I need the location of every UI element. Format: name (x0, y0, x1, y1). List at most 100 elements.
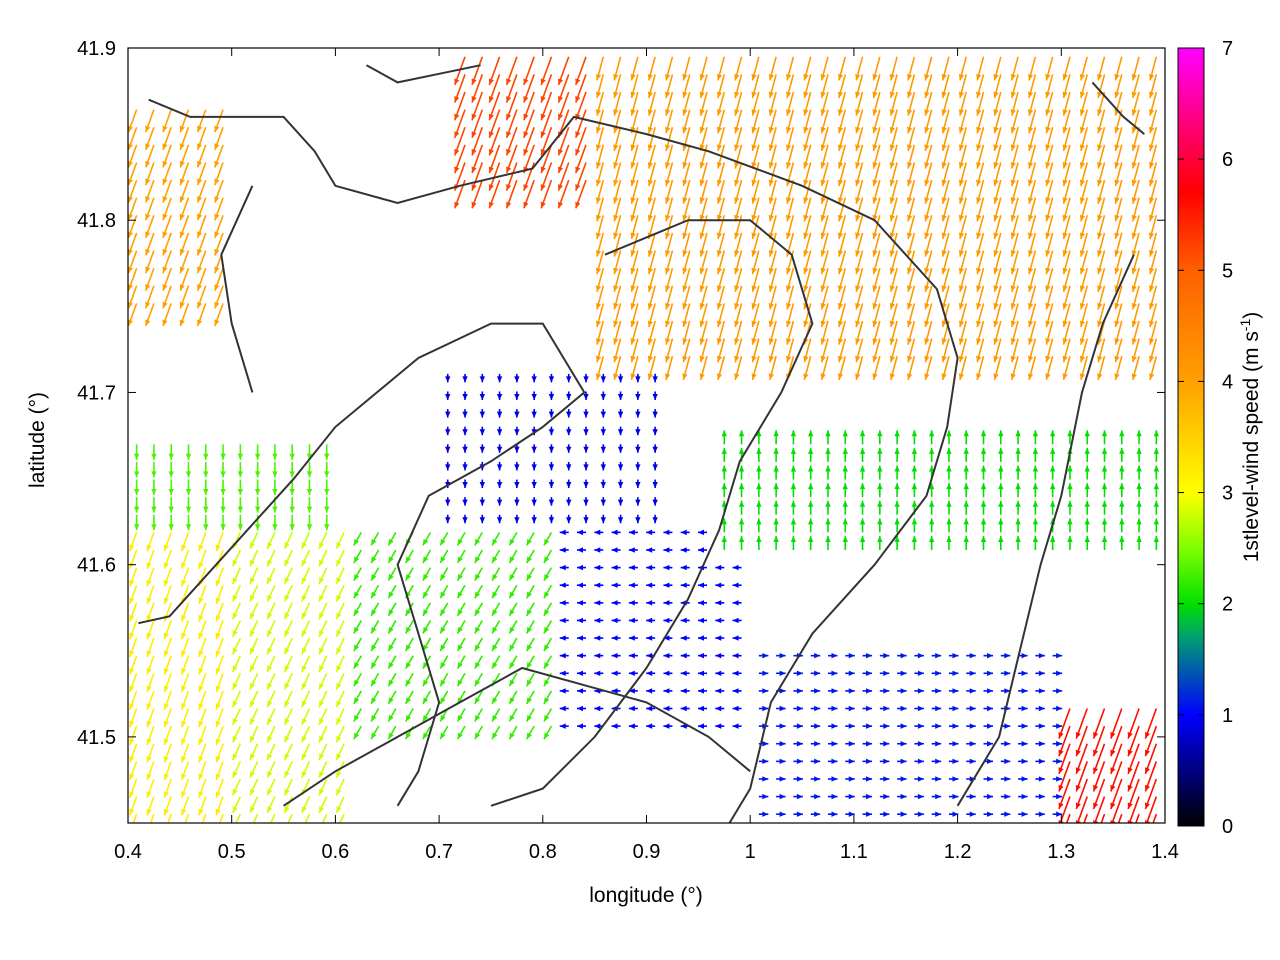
wind-vector (635, 444, 641, 453)
wind-vector (1127, 725, 1140, 757)
wind-vector (289, 461, 295, 478)
wind-vector (454, 56, 466, 86)
wind-vector (318, 602, 328, 620)
wind-vector (734, 144, 743, 169)
wind-vector (301, 567, 311, 585)
wind-vector (514, 514, 520, 524)
wind-vector (167, 813, 172, 823)
wind-vector (1062, 56, 1071, 81)
wind-vector (613, 215, 622, 240)
wind-vector (1010, 303, 1019, 328)
wind-vector (146, 602, 155, 622)
wind-vector (496, 514, 503, 524)
wind-vector (1032, 500, 1039, 515)
wind-vector (941, 250, 950, 275)
wind-vector (680, 635, 690, 641)
wind-vector (1035, 811, 1045, 817)
wind-vector (198, 690, 207, 710)
wind-vector (924, 74, 933, 99)
wind-vector (906, 267, 916, 293)
wind-vector (872, 144, 881, 169)
wind-vector (557, 74, 570, 103)
wind-vector (1097, 109, 1106, 134)
wind-vector (422, 531, 432, 546)
wind-vector (855, 303, 864, 328)
wind-vector (439, 567, 449, 581)
wind-vector (1062, 74, 1071, 99)
wind-vector (758, 652, 769, 659)
wind-vector (697, 547, 707, 553)
wind-vector (595, 91, 605, 116)
wind-vector (583, 461, 589, 471)
wind-vector (825, 430, 831, 445)
wind-vector (324, 461, 330, 478)
wind-vector (215, 620, 224, 640)
wind-vector (647, 144, 656, 169)
wind-vector (827, 811, 838, 817)
wind-vector (663, 652, 673, 659)
wind-vector (540, 91, 553, 121)
wind-vector (1027, 215, 1037, 240)
wind-vector (682, 356, 691, 381)
wind-vector (768, 356, 777, 381)
wind-vector (514, 409, 520, 418)
wind-vector (924, 56, 933, 81)
wind-vector (179, 232, 190, 256)
wind-vector (559, 670, 569, 676)
wind-vector (827, 793, 838, 800)
wind-vector (820, 215, 829, 240)
wind-vector (842, 500, 848, 515)
wind-vector (837, 338, 847, 363)
x-tick-label: 1.4 (1151, 841, 1179, 863)
wind-vector (1148, 267, 1158, 293)
wind-vector (215, 584, 224, 605)
wind-vector (445, 497, 451, 506)
wind-vector (827, 758, 838, 765)
wind-vector (803, 197, 812, 222)
wind-vector (353, 549, 363, 564)
wind-vector (1010, 338, 1019, 363)
wind-vector (215, 725, 224, 746)
wind-vector (628, 723, 638, 729)
x-tick-label: 1 (745, 841, 756, 863)
wind-vector (768, 303, 777, 328)
wind-vector (635, 409, 641, 418)
wind-vector (1032, 447, 1039, 462)
wind-vector (897, 758, 907, 765)
wind-vector (439, 531, 449, 546)
wind-vector (595, 303, 605, 328)
wind-vector (958, 109, 968, 134)
wind-vector (721, 535, 727, 550)
wind-vector (1127, 796, 1140, 823)
wind-vector (732, 635, 742, 641)
wind-vector (559, 617, 569, 624)
wind-vector (144, 109, 155, 133)
wind-vector (133, 461, 140, 478)
wind-vector (862, 723, 873, 729)
wind-vector (179, 197, 190, 221)
wind-vector (129, 549, 138, 570)
wind-vector (600, 461, 606, 471)
wind-vector (1045, 215, 1054, 240)
wind-vector (906, 285, 916, 310)
wind-vector (496, 444, 503, 453)
wind-vector (646, 600, 656, 606)
wind-vector (215, 708, 224, 728)
wind-vector (1027, 74, 1037, 99)
wind-vector (1079, 197, 1088, 222)
wind-vector (879, 758, 890, 765)
wind-vector (715, 705, 725, 712)
wind-vector (445, 391, 451, 400)
wind-vector (198, 602, 207, 622)
wind-vector (387, 602, 397, 617)
wind-vector (179, 215, 190, 239)
wind-vector (889, 197, 898, 222)
wind-vector (751, 232, 760, 257)
wind-vector (1097, 197, 1106, 222)
wind-vector (1119, 500, 1125, 515)
wind-vector (894, 483, 900, 498)
wind-vector (617, 461, 624, 471)
wind-vector (523, 56, 535, 86)
wind-vector (249, 532, 259, 550)
wind-vector (786, 338, 795, 363)
